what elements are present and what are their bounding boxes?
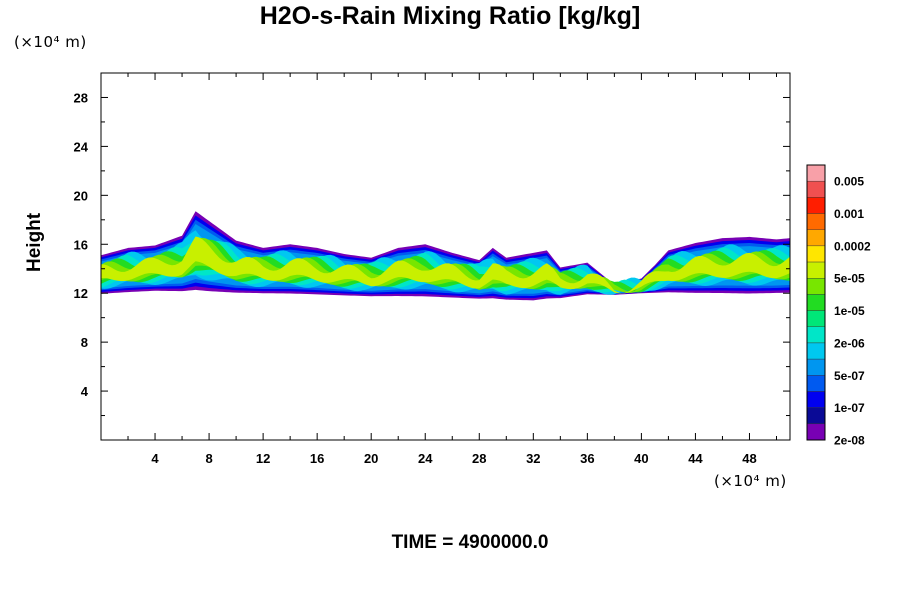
x-tick-label: 48	[742, 451, 756, 466]
y-tick-label: 20	[74, 188, 88, 203]
y-tick-label: 8	[81, 335, 88, 350]
y-tick-label: 4	[81, 384, 89, 399]
y-tick-label: 12	[74, 286, 88, 301]
colorbar-label: 1e-05	[834, 304, 865, 318]
rain-band	[101, 236, 790, 294]
x-tick-label: 44	[688, 451, 703, 466]
colorbar-label: 5e-07	[834, 369, 865, 383]
colorbar-label: 0.005	[834, 175, 864, 189]
colorbar-swatch	[806, 391, 826, 408]
x-tick-label: 8	[205, 451, 212, 466]
colorbar-swatch	[806, 261, 826, 279]
colorbar-swatch	[806, 423, 826, 441]
x-tick-label: 12	[256, 451, 270, 466]
colorbar-swatch	[806, 358, 826, 376]
colorbar-label: 0.001	[834, 207, 864, 221]
x-tick-label: 32	[526, 451, 540, 466]
colorbar-swatch	[806, 213, 826, 230]
colorbar-swatch	[806, 229, 826, 247]
colorbar-swatch	[806, 342, 826, 360]
chart-title: H2O-s-Rain Mixing Ratio [kg/kg]	[259, 2, 641, 30]
colorbar-swatch	[806, 245, 826, 263]
x-tick-label: 16	[310, 451, 324, 466]
colorbar-swatch	[806, 164, 826, 182]
colorbar-swatch	[806, 294, 826, 311]
colorbar-label: 2e-08	[834, 434, 865, 448]
colorbar-swatch	[806, 278, 826, 295]
time-label: TIME = 4900000.0	[391, 532, 549, 553]
colorbar-label: 5e-05	[834, 272, 865, 286]
colorbar-label: 2e-06	[834, 336, 865, 350]
colorbar-swatch	[806, 310, 826, 327]
colorbar-swatch	[806, 326, 826, 344]
y-tick-label: 16	[74, 237, 88, 252]
x-tick-label: 36	[580, 451, 594, 466]
x-tick-label: 20	[364, 451, 378, 466]
colorbar-swatch	[806, 375, 826, 392]
colorbar-label: 0.0002	[834, 239, 871, 253]
y-unit-label: (×10⁴ m)	[14, 33, 87, 51]
x-tick-label: 24	[418, 451, 433, 466]
x-tick-label: 4	[151, 451, 159, 466]
colorbar-swatch	[806, 407, 826, 425]
plot-frame	[100, 72, 791, 441]
x-unit-label: (×10⁴ m)	[714, 472, 787, 490]
colorbar-swatch	[806, 180, 826, 198]
colorbar-label: 1e-07	[834, 401, 865, 415]
x-tick-label: 28	[472, 451, 486, 466]
colorbar-frame	[806, 164, 826, 441]
x-tick-label: 40	[634, 451, 648, 466]
y-tick-label: 24	[74, 139, 89, 154]
colorbar-swatch	[806, 197, 826, 214]
y-tick-label: 28	[74, 90, 88, 105]
